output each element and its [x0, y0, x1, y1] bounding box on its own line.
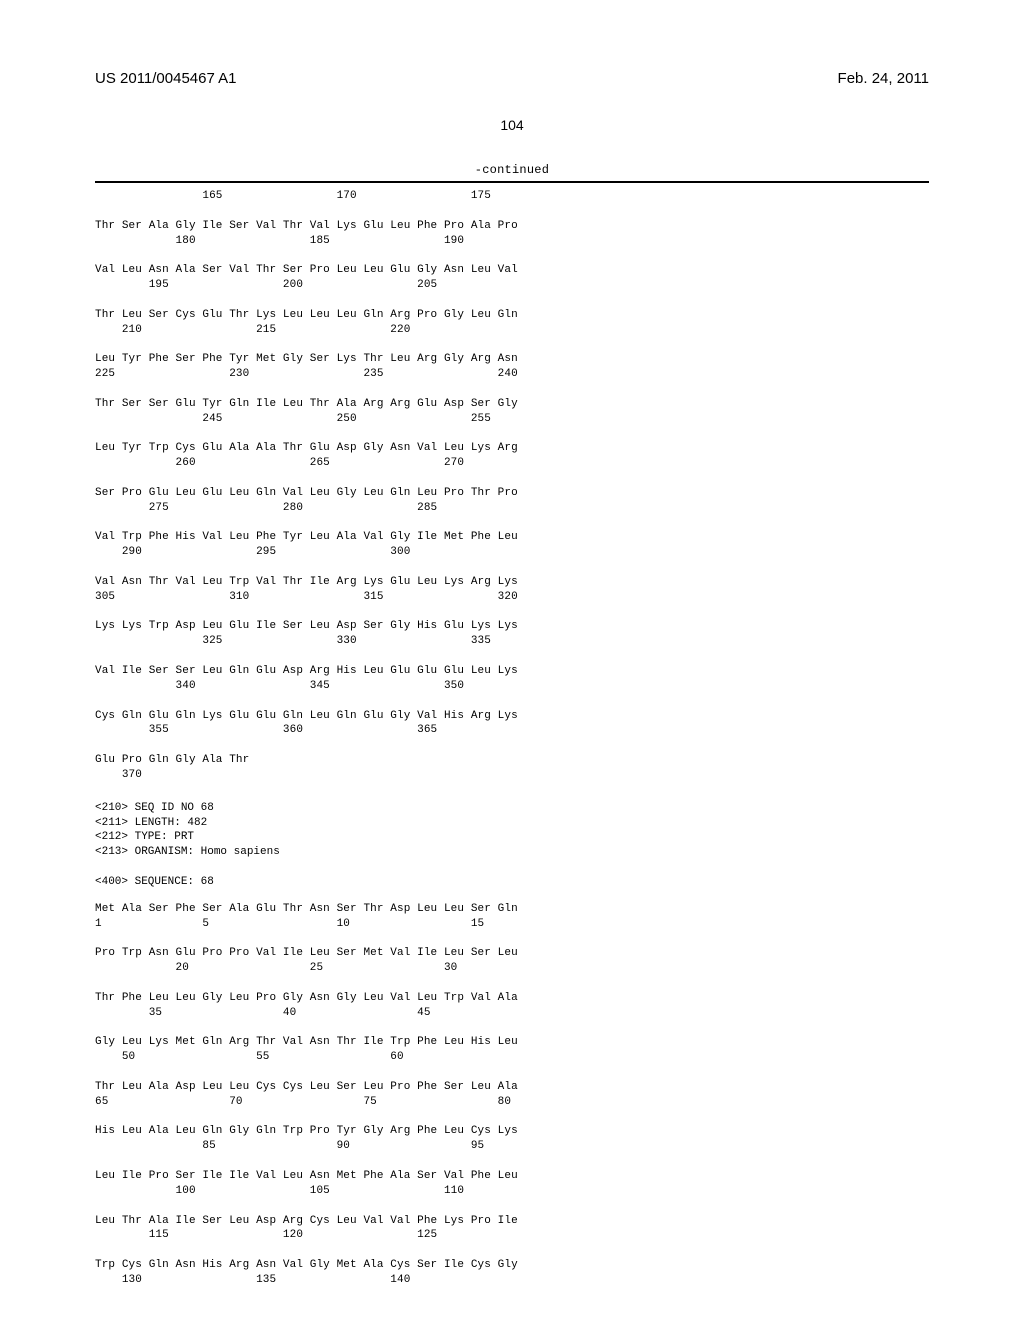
sequence-68-metadata: <210> SEQ ID NO 68 <211> LENGTH: 482 <21… [95, 801, 929, 890]
sequence-68-listing: Met Ala Ser Phe Ser Ala Glu Thr Asn Ser … [95, 902, 929, 1288]
page-header: US 2011/0045467 A1 Feb. 24, 2011 [95, 70, 929, 87]
continued-label: -continued [95, 163, 929, 177]
publication-number: US 2011/0045467 A1 [95, 70, 237, 87]
sequence-67-listing: 165 170 175 Thr Ser Ala Gly Ile Ser Val … [95, 189, 929, 783]
publication-date: Feb. 24, 2011 [838, 70, 929, 87]
top-rule [95, 181, 929, 183]
patent-page: US 2011/0045467 A1 Feb. 24, 2011 104 -co… [0, 0, 1024, 1328]
page-number: 104 [95, 117, 929, 133]
